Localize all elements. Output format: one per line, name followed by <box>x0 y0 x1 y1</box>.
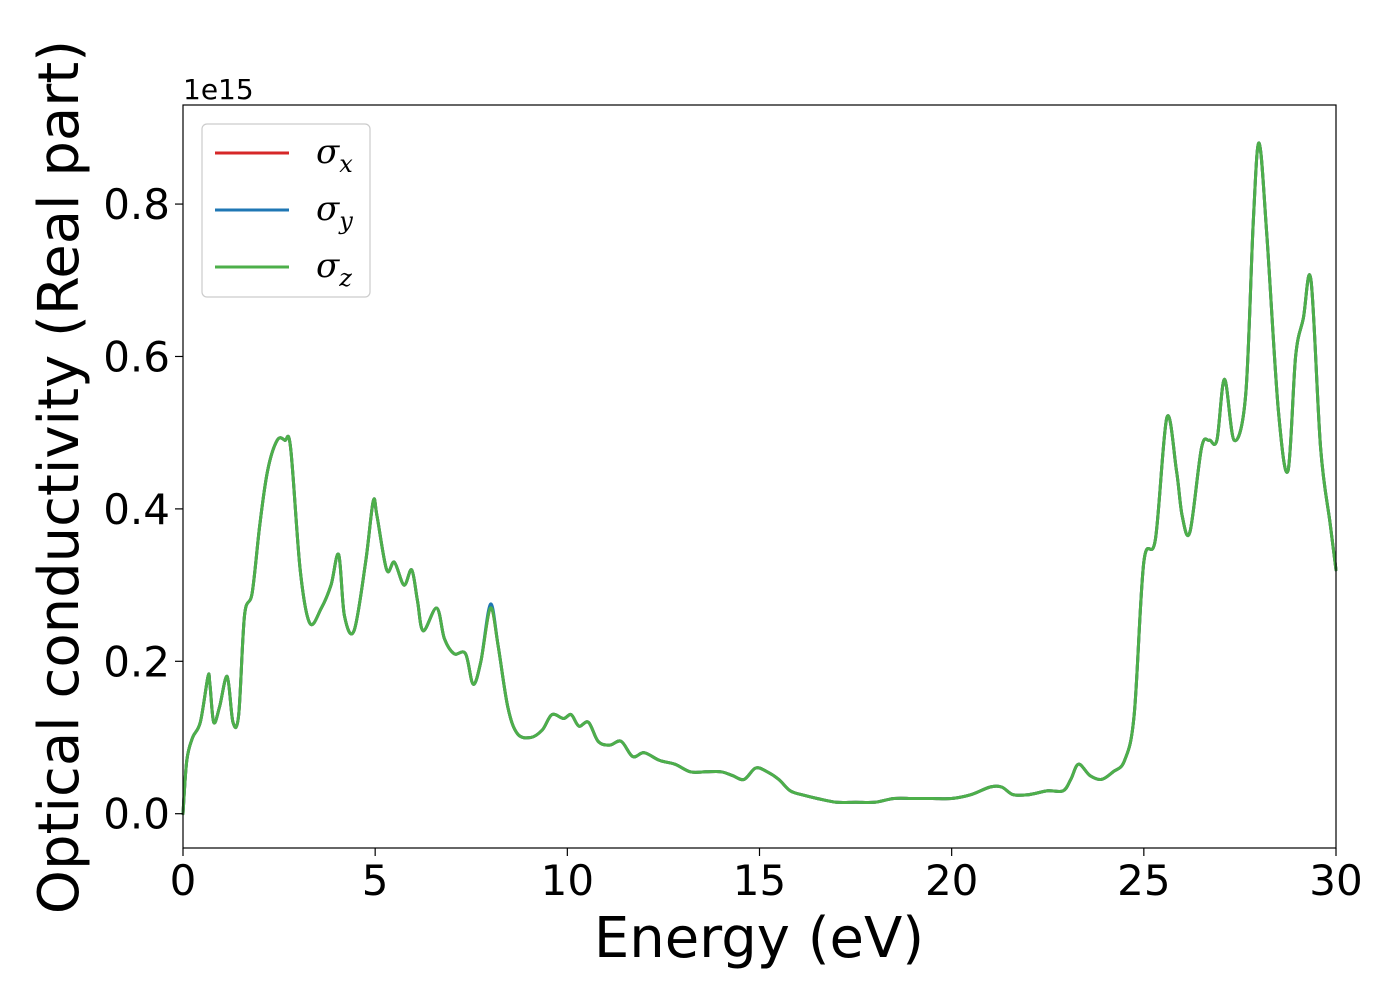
legend-label-z: σz <box>316 246 352 292</box>
y-axis: 0.0 0.2 0.4 0.6 0.8 <box>103 180 183 839</box>
x-tick-label: 20 <box>925 856 978 905</box>
y-axis-label: Optical conductivity (Real part) <box>27 40 92 914</box>
x-tick-label: 5 <box>362 856 389 905</box>
x-tick-label: 0 <box>170 856 197 905</box>
x-tick-label: 15 <box>733 856 786 905</box>
legend: σx σy σz <box>201 123 371 298</box>
x-axis-label: Energy (eV) <box>594 906 924 971</box>
y-tick-label: 0.4 <box>103 485 170 534</box>
y-tick-label: 0.2 <box>103 637 170 686</box>
series-layer <box>181 141 1338 816</box>
x-axis: 0 5 10 15 20 25 30 <box>170 848 1363 905</box>
y-tick-label: 0.6 <box>103 332 170 381</box>
legend-label-x: σx <box>316 132 353 178</box>
y-tick-label: 0.0 <box>103 790 170 839</box>
y-offset-label: 1e15 <box>183 73 254 106</box>
legend-label-y: σy <box>316 189 353 235</box>
y-tick-label: 0.8 <box>103 180 170 229</box>
x-tick-label: 10 <box>541 856 594 905</box>
x-tick-label: 25 <box>1117 856 1170 905</box>
x-tick-label: 30 <box>1309 856 1362 905</box>
series-line-z <box>181 141 1338 816</box>
